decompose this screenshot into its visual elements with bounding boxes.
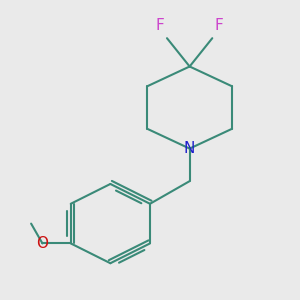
Text: O: O [36,236,48,251]
Text: F: F [155,18,164,33]
Text: N: N [184,141,195,156]
Text: F: F [215,18,224,33]
